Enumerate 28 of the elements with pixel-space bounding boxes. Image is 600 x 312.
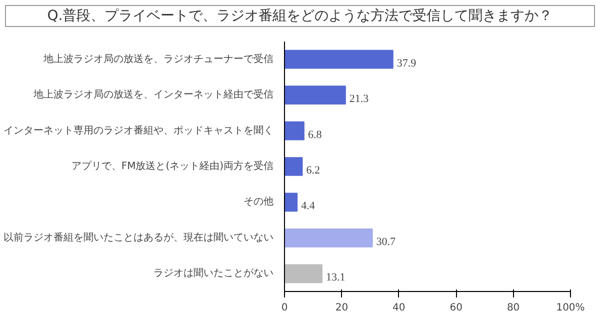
data-label: 37.9 [396,57,417,70]
bar [284,50,394,69]
chart-title: Q.普段、プライベートで、ラジオ番組をどのような方法で受信して聞きますか？ [47,7,553,26]
y-tick-label: 地上波ラジオ局の放送を、インターネット経由で受信 [32,88,274,101]
x-tick-label: 40 [392,302,406,312]
bar [284,228,373,248]
bar [284,264,322,284]
bar [284,192,298,212]
y-tick-label: 地上波ラジオ局の放送を、ラジオチューナーで受信 [42,52,274,65]
y-tick-label: アプリで、FM放送と(ネット経由)両方を受信 [71,160,274,172]
data-label: 6.8 [308,128,322,141]
x-tick-label: 80 [506,302,520,312]
x-tick-label: 20 [335,302,348,312]
bar [284,157,303,176]
x-tick-label: 0 [281,302,288,312]
data-label: 30.7 [376,236,396,248]
bar [284,86,346,104]
data-label: 4.4 [301,200,316,212]
x-tick-label: 60 [450,302,462,312]
data-label: 6.2 [306,164,320,176]
data-label: 21.3 [349,93,370,106]
y-tick-label: 以前ラジオ番組を聞いたことはあるが、現在は聞いていない [4,231,274,244]
x-tick-label: 100% [556,302,585,312]
y-tick-label: その他 [244,196,274,208]
y-tick-label: インターネット専用のラジオ番組や、ポッドキャストを聞く [4,124,274,136]
bar [284,121,304,140]
data-label: 13.1 [326,272,346,284]
y-tick-label: ラジオは聞いたことがない [154,267,274,280]
